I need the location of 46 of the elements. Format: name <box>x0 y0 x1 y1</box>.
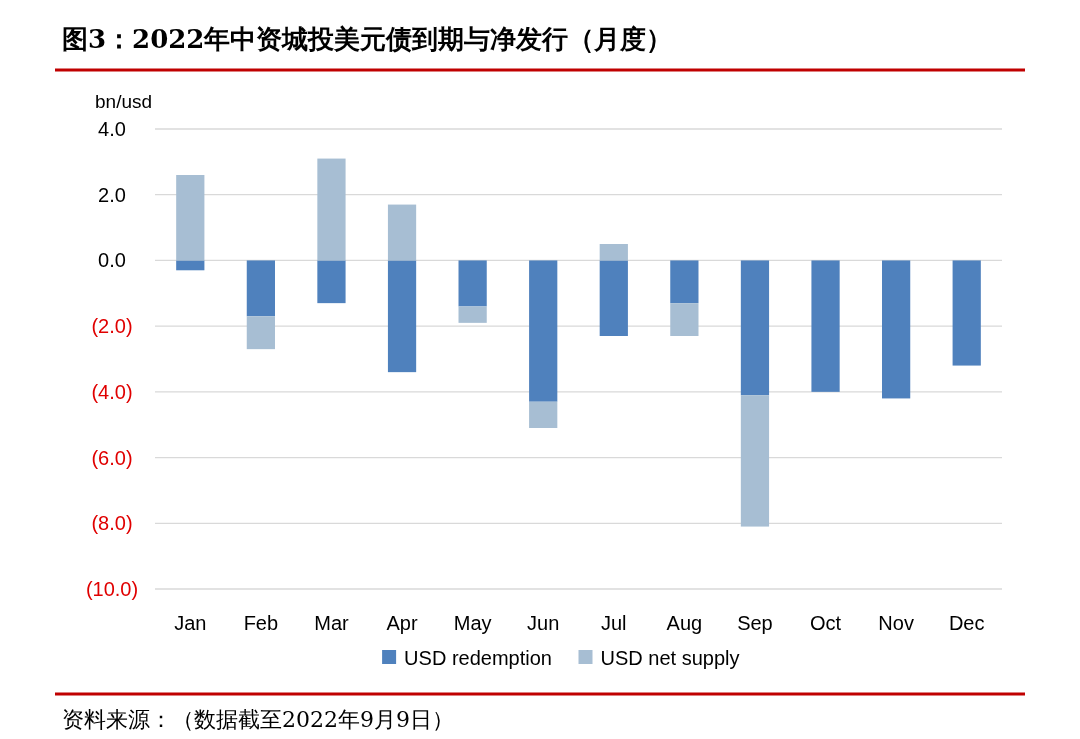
bar <box>670 303 699 336</box>
x-tick-label: Aug <box>666 612 703 634</box>
bar <box>599 260 628 336</box>
chart-title: 图3：2022年中资城投美元债到期与净发行（月度） <box>62 24 673 54</box>
bar <box>176 260 205 271</box>
x-tick-label: Jun <box>527 612 560 634</box>
legend-label: USD net supply <box>600 647 740 669</box>
bar <box>529 401 558 428</box>
bar <box>387 204 417 261</box>
bar <box>176 175 205 261</box>
y-tick-label: (6.0) <box>91 446 133 469</box>
y-tick-label: (8.0) <box>91 512 133 535</box>
bar <box>670 260 699 304</box>
bar <box>811 260 840 392</box>
bar <box>458 306 487 323</box>
x-tick-label: Feb <box>243 612 279 634</box>
text: 资料来源：（数据截至2022年9月9日） <box>62 707 454 732</box>
y-tick-label: 4.0 <box>98 118 126 140</box>
y-tick-label: (10.0) <box>85 578 139 600</box>
y-tick-label: (4.0) <box>91 380 133 403</box>
y-tick-label: 2.0 <box>98 183 126 206</box>
bar <box>317 260 346 304</box>
bar <box>458 260 487 307</box>
x-tick-label: May <box>453 612 492 634</box>
x-tick-label: Jul <box>601 612 627 634</box>
bar <box>387 260 417 373</box>
x-tick-label: Dec <box>948 612 985 634</box>
bar <box>529 260 558 402</box>
bar <box>882 260 911 399</box>
x-tick-label: Nov <box>878 612 914 634</box>
bar <box>740 395 770 527</box>
bar <box>246 260 275 317</box>
x-tick-label: Jan <box>174 612 207 634</box>
y-tick-label: (2.0) <box>91 315 133 338</box>
x-tick-label: Mar <box>314 612 350 634</box>
x-tick-label: Sep <box>737 612 773 634</box>
bar <box>246 316 275 350</box>
x-tick-label: Oct <box>809 612 842 634</box>
bar <box>317 158 346 261</box>
bar <box>952 260 981 366</box>
bar <box>599 244 628 261</box>
legend-label: USD redemption <box>404 647 552 669</box>
y-tick-label: 0.0 <box>98 249 126 272</box>
x-tick-label: Apr <box>386 612 418 634</box>
y-axis-title: bn/usd <box>95 91 153 112</box>
bar <box>740 260 770 396</box>
